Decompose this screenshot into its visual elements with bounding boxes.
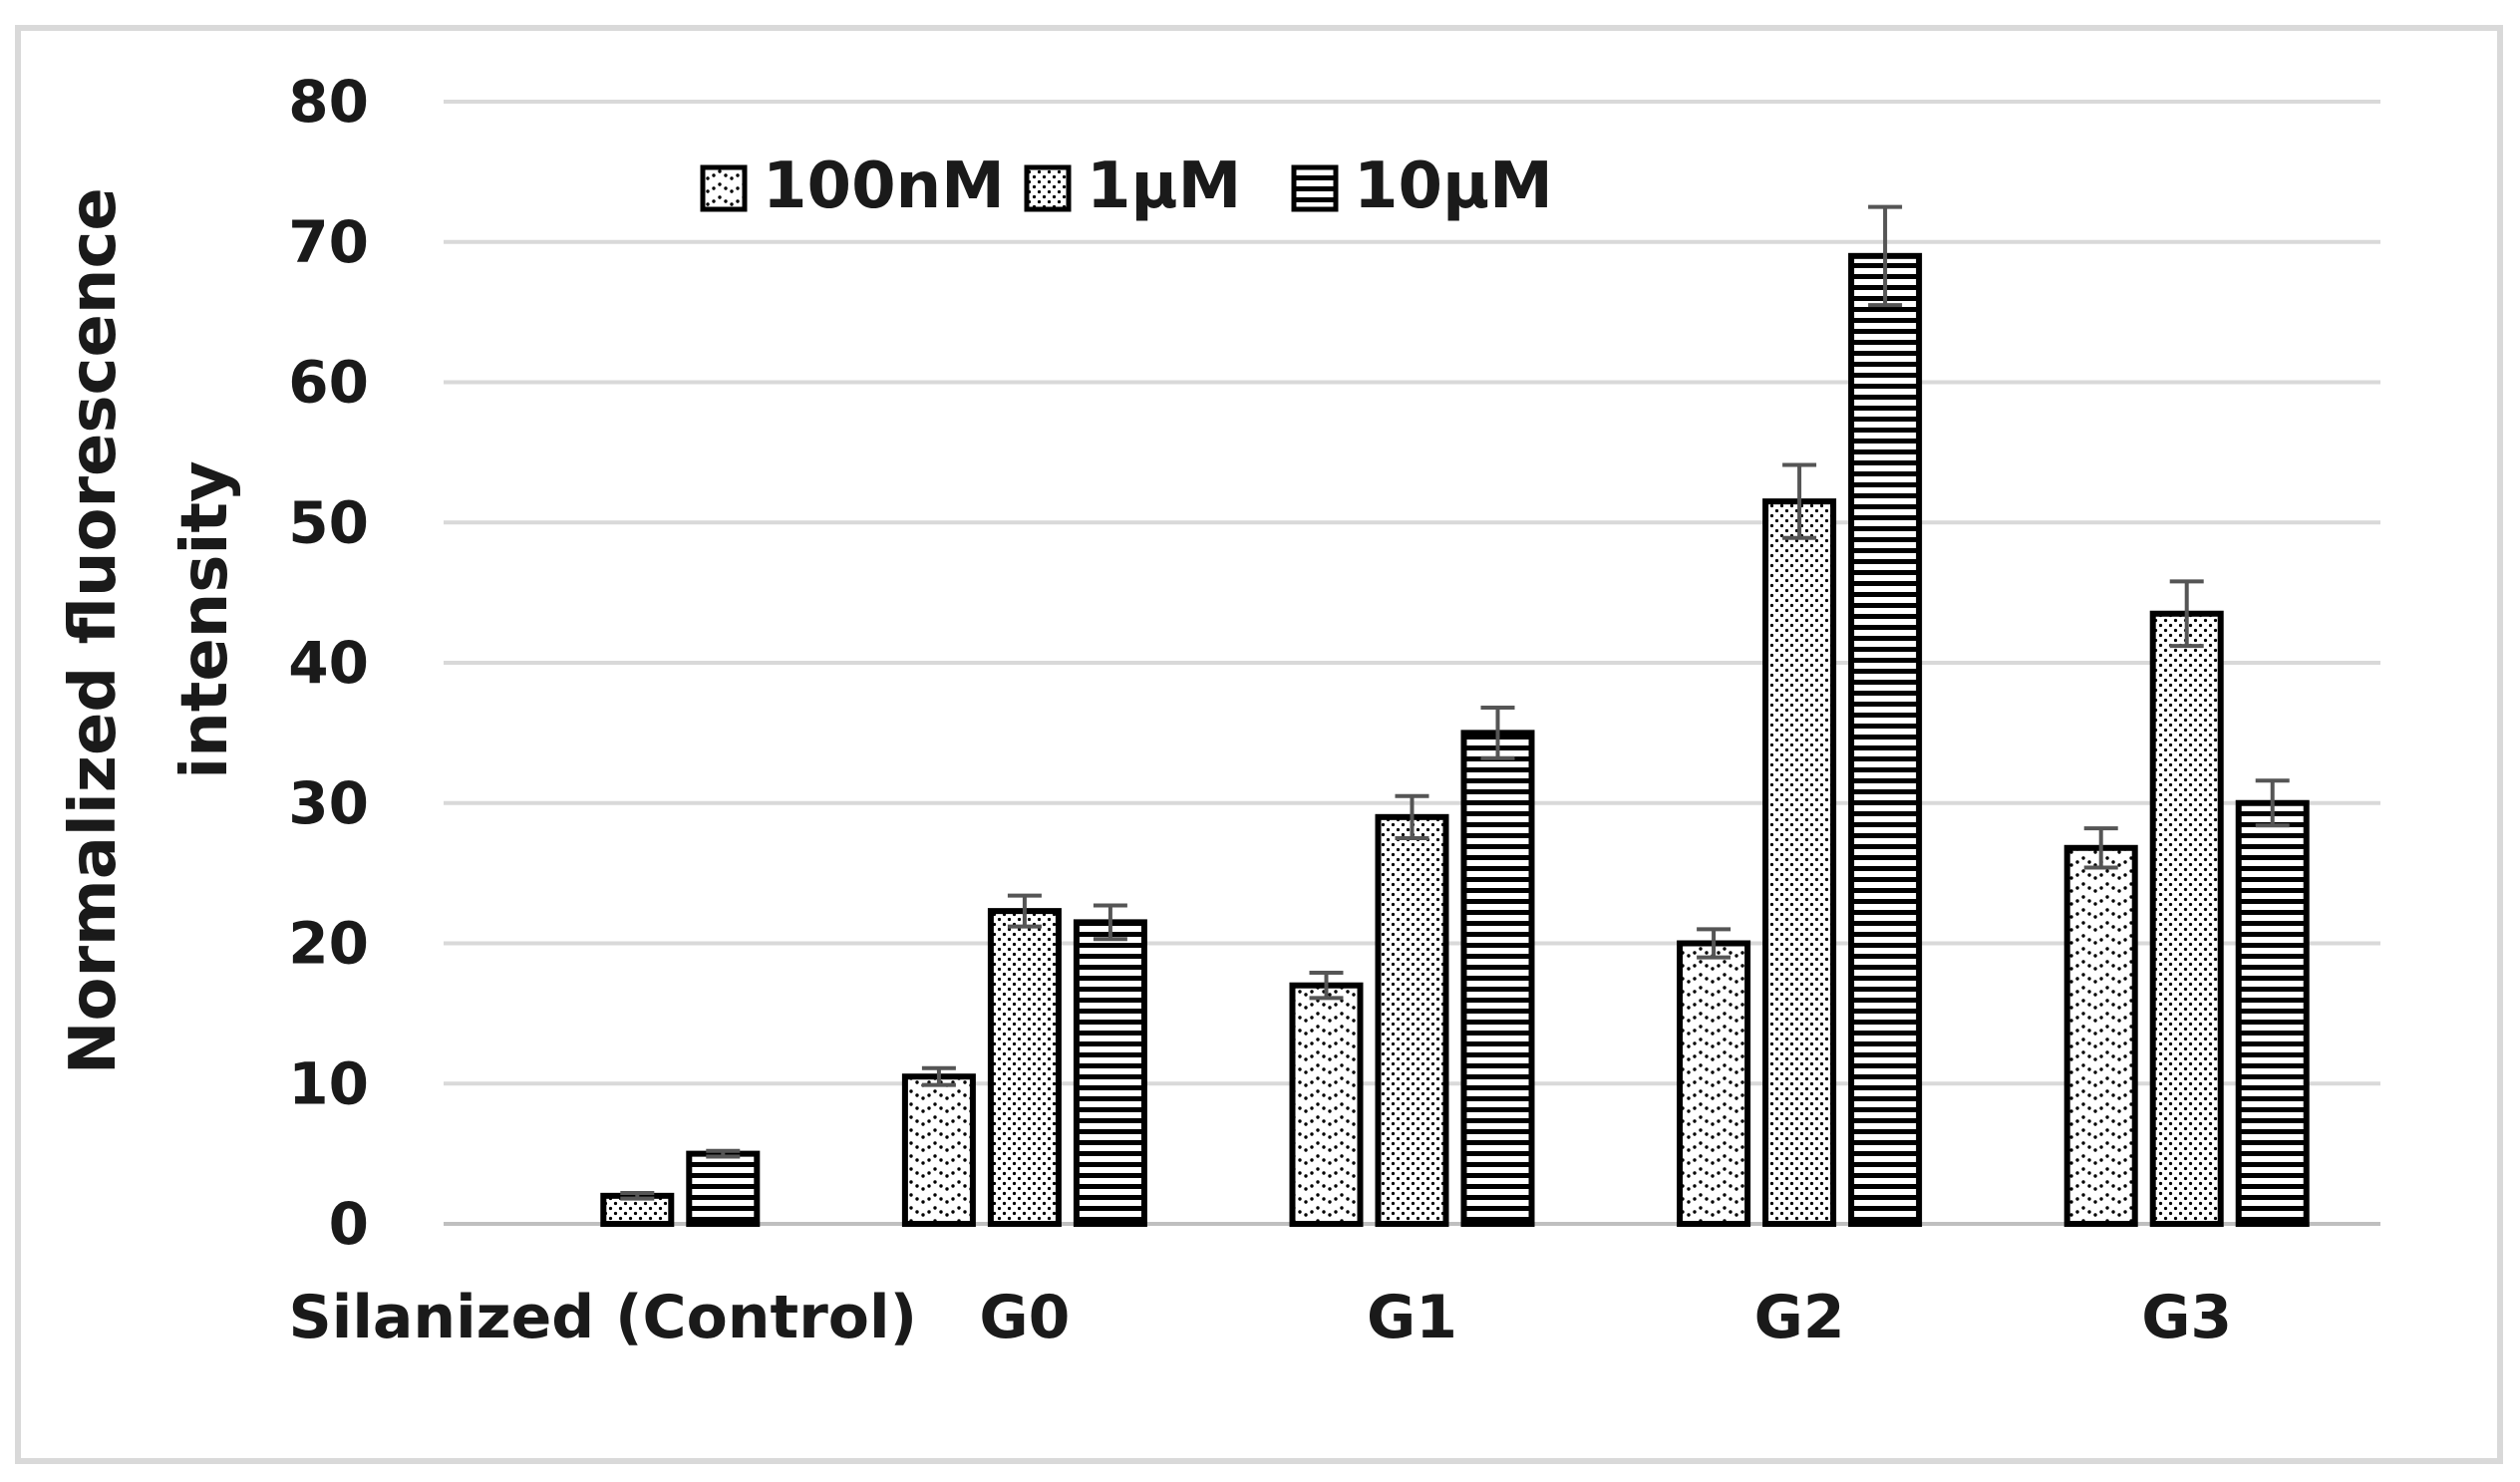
legend-label: 1μM xyxy=(1087,149,1241,223)
bar-100nm xyxy=(1677,940,1751,1227)
x-category-label: G3 xyxy=(2141,1283,2232,1352)
y-tick-label: 0 xyxy=(329,1190,369,1258)
bar-100nm xyxy=(901,1073,976,1228)
x-category-label: G2 xyxy=(1754,1283,1845,1352)
legend: 100nM 1μM 10μM xyxy=(700,149,1553,223)
y-tick-label: 40 xyxy=(288,629,369,697)
y-tick-label: 10 xyxy=(288,1049,369,1117)
legend-label: 10μM xyxy=(1354,149,1553,223)
y-tick-label: 70 xyxy=(288,208,369,276)
bar-1um xyxy=(987,908,1062,1227)
y-tick-label: 30 xyxy=(288,769,369,837)
y-axis-title-line-1: Normalized fluorescence xyxy=(57,187,131,1074)
bar-1um xyxy=(1375,813,1449,1227)
x-category-label: G0 xyxy=(979,1283,1070,1352)
legend-label: 100nM xyxy=(763,149,1005,223)
legend-swatch xyxy=(700,164,748,212)
y-tick-label: 20 xyxy=(288,910,369,978)
y-tick-label: 60 xyxy=(288,349,369,417)
bar-1um xyxy=(2149,610,2224,1227)
bar-10um xyxy=(1460,730,1535,1227)
gridlines xyxy=(444,100,2380,1226)
bar-1um xyxy=(1762,498,1837,1227)
bar-100nm xyxy=(2063,844,2138,1227)
x-category-labels: Silanized (Control) G0 G1 G2 G3 xyxy=(289,1283,2233,1352)
bar-10um xyxy=(1073,919,1147,1227)
y-tick-label: 80 xyxy=(288,68,369,136)
y-axis-title-line-2: intensity xyxy=(168,460,242,778)
bar-100nm xyxy=(1289,982,1364,1227)
error-bars xyxy=(620,204,2290,1201)
bars xyxy=(600,252,2310,1228)
x-category-label: G1 xyxy=(1367,1283,1457,1352)
bar-10um xyxy=(1848,252,1923,1227)
legend-swatch xyxy=(1024,164,1072,212)
y-axis-title: Normalized fluorescence intensity xyxy=(57,165,242,1074)
bar-10um xyxy=(686,1150,761,1227)
x-category-label: Silanized (Control) xyxy=(289,1283,917,1352)
y-tick-labels: 0 10 20 30 40 50 60 70 80 xyxy=(288,68,369,1258)
y-tick-label: 50 xyxy=(288,488,369,556)
legend-swatch xyxy=(1291,164,1339,212)
bar-10um xyxy=(2235,799,2310,1227)
